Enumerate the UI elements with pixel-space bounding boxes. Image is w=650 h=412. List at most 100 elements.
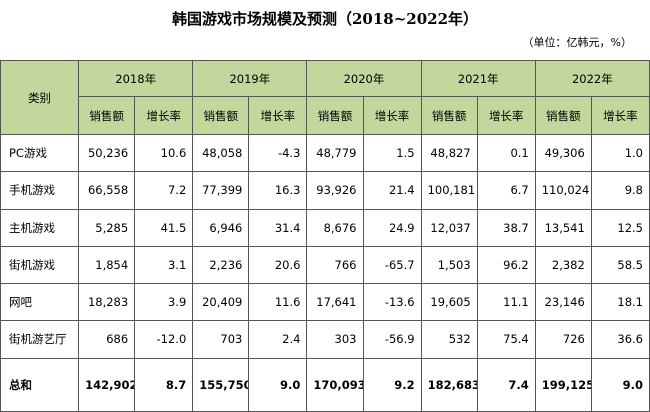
sales-cell: 199,125 <box>534 357 592 412</box>
header-rate: 增长率 <box>248 96 308 135</box>
header-sales: 销售额 <box>78 96 136 135</box>
growth-rate-cell: 7.4 <box>476 357 536 412</box>
growth-rate-cell: 10.6 <box>134 133 194 173</box>
sales-cell: 66,558 <box>78 171 136 210</box>
growth-rate-cell: 38.7 <box>476 208 536 247</box>
sales-cell: 703 <box>192 320 250 359</box>
growth-rate-cell: 11.6 <box>248 283 308 322</box>
growth-rate-cell: 9.0 <box>590 357 650 412</box>
header-sales: 销售额 <box>420 96 478 135</box>
sales-cell: 2,236 <box>192 245 250 285</box>
sales-cell: 1,854 <box>78 245 136 285</box>
growth-rate-cell: 9.8 <box>590 171 650 210</box>
header-year-2019: 2019年 <box>192 60 308 97</box>
header-year-2020: 2020年 <box>306 60 422 97</box>
growth-rate-cell: -12.0 <box>134 320 194 359</box>
table-body: PC游戏 50,236 10.6 48,058 -4.3 48,779 1.5 48,827 0… <box>0 133 650 412</box>
table-row: PC游戏 50,236 10.6 48,058 -4.3 48,779 1.5 48,827 0… <box>0 133 650 173</box>
growth-rate-cell: 2.4 <box>248 320 308 359</box>
sales-cell: 100,181 <box>420 171 478 210</box>
row-label: 总和 <box>0 357 80 412</box>
sales-cell: 182,683 <box>420 357 478 412</box>
sales-cell: 49,306 <box>534 133 592 173</box>
growth-rate-cell: 9.2 <box>362 357 422 412</box>
sales-cell: 23,146 <box>534 283 592 322</box>
growth-rate-cell: 3.1 <box>134 245 194 285</box>
header-year-2022: 2022年 <box>534 60 650 97</box>
sales-cell: 48,827 <box>420 133 478 173</box>
growth-rate-cell: 31.4 <box>248 208 308 247</box>
growth-rate-cell: 16.3 <box>248 171 308 210</box>
header-sales: 销售额 <box>306 96 364 135</box>
growth-rate-cell: 75.4 <box>476 320 536 359</box>
growth-rate-cell: -13.6 <box>362 283 422 322</box>
sales-cell: 8,676 <box>306 208 364 247</box>
sales-cell: 12,037 <box>420 208 478 247</box>
row-label: 街机游戏 <box>0 245 80 285</box>
sales-cell: 766 <box>306 245 364 285</box>
growth-rate-cell: 20.6 <box>248 245 308 285</box>
sales-cell: 170,093 <box>306 357 364 412</box>
growth-rate-cell: 11.1 <box>476 283 536 322</box>
growth-rate-cell: 96.2 <box>476 245 536 285</box>
growth-rate-cell: 7.2 <box>134 171 194 210</box>
growth-rate-cell: 18.1 <box>590 283 650 322</box>
row-label: 主机游戏 <box>0 208 80 247</box>
growth-rate-cell: 24.9 <box>362 208 422 247</box>
row-label: 街机游艺厅 <box>0 320 80 359</box>
sales-cell: 48,779 <box>306 133 364 173</box>
unit-note: （单位：亿韩元，%） <box>522 36 632 49</box>
growth-rate-cell: 21.4 <box>362 171 422 210</box>
header-year-2021: 2021年 <box>420 60 536 97</box>
table-row: 街机游戏 1,854 3.1 2,236 20.6 766 -65.7 1,503 96.2 2,… <box>0 245 650 285</box>
growth-rate-cell: -65.7 <box>362 245 422 285</box>
growth-rate-cell: 9.0 <box>248 357 308 412</box>
header-row-years: 类别 2018年 2019年 2020年 2021年 2022年 <box>0 60 650 135</box>
sales-cell: 19,605 <box>420 283 478 322</box>
header-rate: 增长率 <box>362 96 422 135</box>
table-title: 韩国游戏市场规模及预测（2018~2022年） <box>171 10 479 28</box>
header-category: 类别 <box>0 60 80 135</box>
header-rate: 增长率 <box>134 96 194 135</box>
sales-cell: 142,902 <box>78 357 136 412</box>
growth-rate-cell: 12.5 <box>590 208 650 247</box>
table-row: 主机游戏 5,285 41.5 6,946 31.4 8,676 24.9 12,037 38.… <box>0 208 650 247</box>
growth-rate-cell: 1.0 <box>590 133 650 173</box>
sales-cell: 50,236 <box>78 133 136 173</box>
growth-rate-cell: 41.5 <box>134 208 194 247</box>
sales-cell: 93,926 <box>306 171 364 210</box>
sales-cell: 13,541 <box>534 208 592 247</box>
header-sales: 销售额 <box>534 96 592 135</box>
sales-cell: 20,409 <box>192 283 250 322</box>
row-label: 手机游戏 <box>0 171 80 210</box>
sales-cell: 48,058 <box>192 133 250 173</box>
growth-rate-cell: 58.5 <box>590 245 650 285</box>
sales-cell: 303 <box>306 320 364 359</box>
growth-rate-cell: -4.3 <box>248 133 308 173</box>
sales-cell: 5,285 <box>78 208 136 247</box>
sales-cell: 77,399 <box>192 171 250 210</box>
table-row: 网吧 18,283 3.9 20,409 11.6 17,641 -13.6 19,605 11… <box>0 283 650 322</box>
header-year-2018: 2018年 <box>78 60 194 97</box>
growth-rate-cell: 6.7 <box>476 171 536 210</box>
sales-cell: 110,024 <box>534 171 592 210</box>
row-label: 网吧 <box>0 283 80 322</box>
table-header: 类别 2018年 2019年 2020年 2021年 2022年 销售额 增长率… <box>0 60 650 135</box>
header-row-metrics: 销售额 增长率 销售额 增长率 销售额 增长率 销售额 增长率 销售额 增长率 <box>1 96 650 135</box>
header-sales: 销售额 <box>192 96 250 135</box>
sales-cell: 18,283 <box>78 283 136 322</box>
sales-cell: 1,503 <box>420 245 478 285</box>
header-rate: 增长率 <box>590 96 650 135</box>
growth-rate-cell: 1.5 <box>362 133 422 173</box>
growth-rate-cell: 3.9 <box>134 283 194 322</box>
sales-cell: 686 <box>78 320 136 359</box>
table-row: 街机游艺厅 686 -12.0 703 2.4 303 -56.9 532 75.4 726 36.… <box>0 320 650 359</box>
growth-rate-cell: 0.1 <box>476 133 536 173</box>
table-row: 手机游戏 66,558 7.2 77,399 16.3 93,926 21.4 100,181… <box>0 171 650 210</box>
growth-rate-cell: 36.6 <box>590 320 650 359</box>
growth-rate-cell: -56.9 <box>362 320 422 359</box>
row-label: PC游戏 <box>0 133 80 173</box>
table-row: 总和 142,902 8.7 155,750 9.0 170,093 9.2 182,683 7… <box>0 357 650 412</box>
market-size-table: 类别 2018年 2019年 2020年 2021年 2022年 销售额 增长率… <box>0 60 650 412</box>
